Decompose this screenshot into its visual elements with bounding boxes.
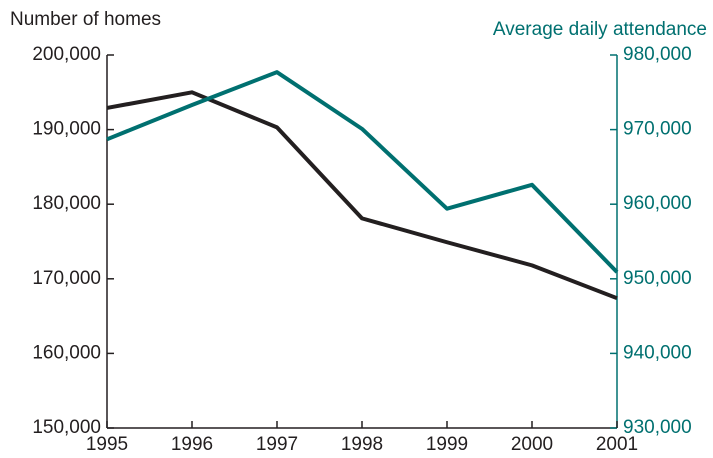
y-axis-title: Number of homes <box>10 9 161 30</box>
x-tick-label: 2001 <box>596 434 638 455</box>
x-tick-label: 1997 <box>256 434 298 455</box>
y2-tick-label: 950,000 <box>623 268 692 289</box>
y2-tick-label: 960,000 <box>623 193 692 214</box>
y2-tick-label: 940,000 <box>623 342 692 363</box>
line <box>106 90 618 301</box>
y-tick-label: 150,000 <box>32 417 101 438</box>
x-tick-label: 1995 <box>86 434 128 455</box>
y-tick-label: 170,000 <box>32 268 101 289</box>
y-tick-label: 200,000 <box>32 44 101 65</box>
y2-tick-label: 980,000 <box>623 44 692 65</box>
y2-tick-label: 970,000 <box>623 119 692 140</box>
line <box>106 70 619 274</box>
y-tick-label: 190,000 <box>32 119 101 140</box>
y-tick-label: 160,000 <box>32 342 101 363</box>
y-tick-label: 180,000 <box>32 193 101 214</box>
x-tick-label: 1999 <box>426 434 468 455</box>
y2-axis-title: Average daily attendance <box>493 19 707 40</box>
y2-tick-label: 930,000 <box>623 417 692 438</box>
x-tick-label: 2000 <box>511 434 553 455</box>
x-tick-label: 1998 <box>341 434 383 455</box>
x-tick-label: 1996 <box>171 434 213 455</box>
